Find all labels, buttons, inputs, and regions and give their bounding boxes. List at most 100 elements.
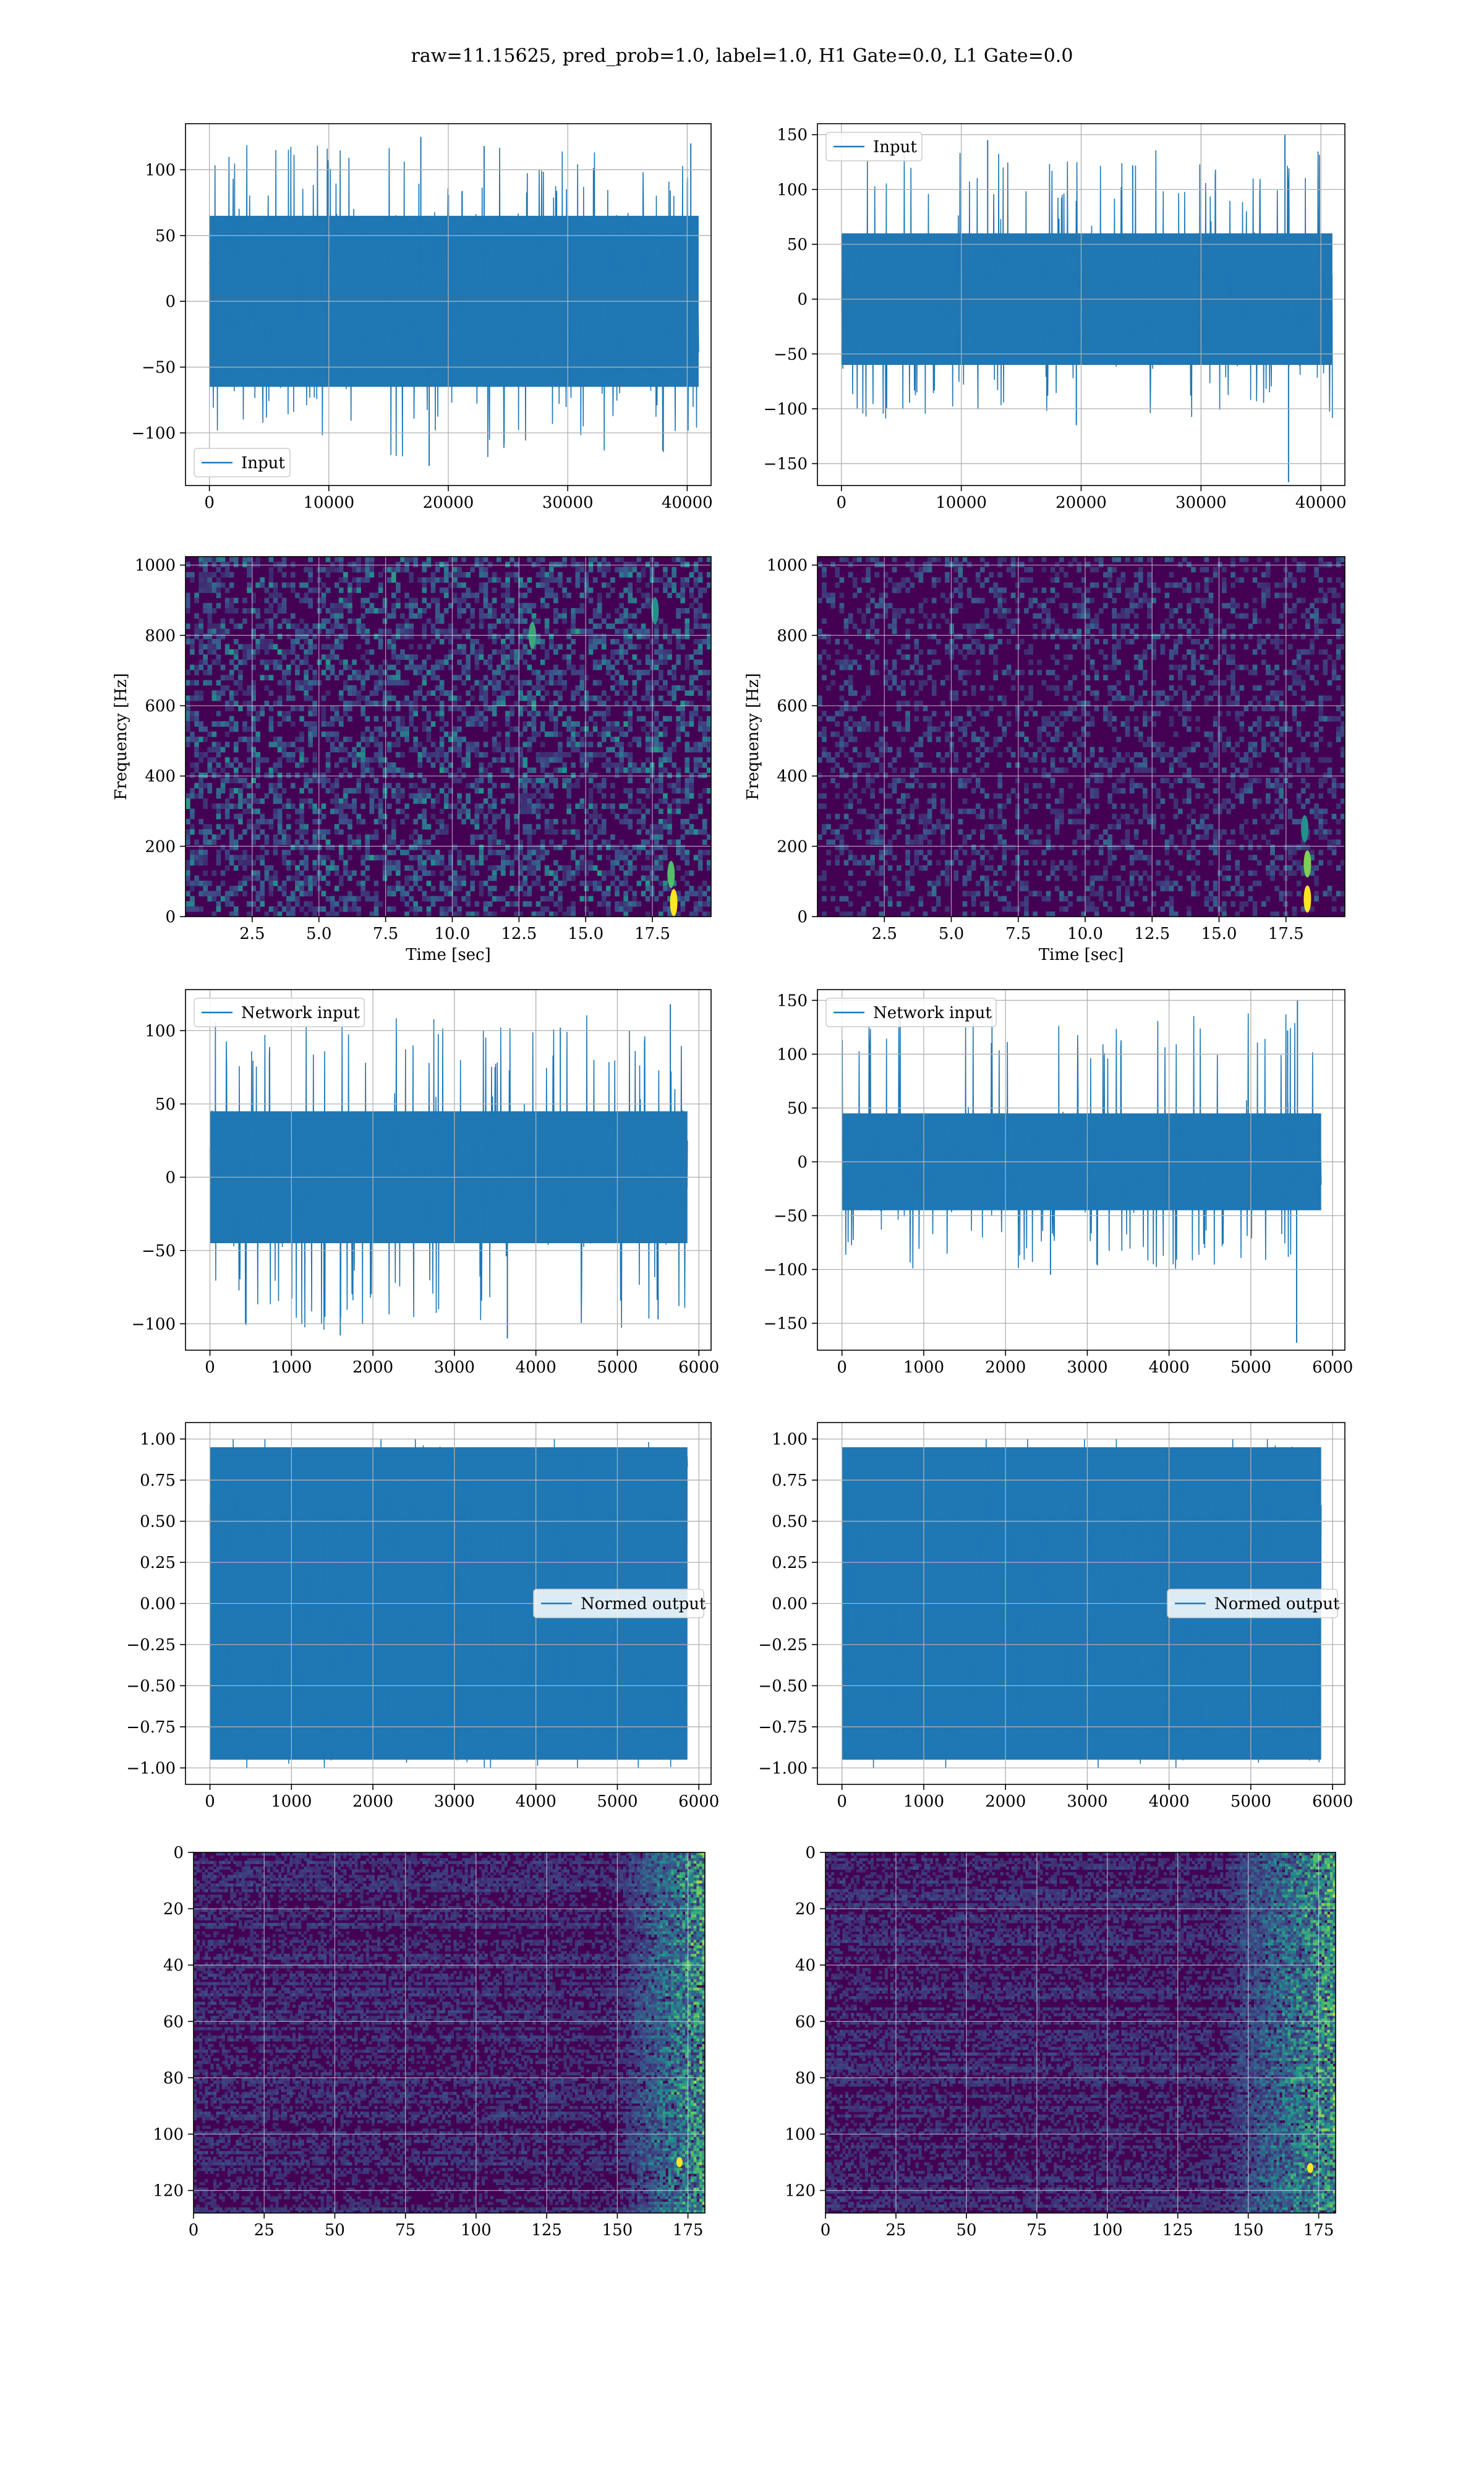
- l1-feature-map-ytick-label-4: 80: [795, 2069, 816, 2087]
- l1-network-input-xtick-label-3: 3000: [1067, 1358, 1107, 1377]
- l1-normed-output-xtick-label-6: 6000: [1312, 1792, 1353, 1811]
- l1-network-input-ytick-label-4: 50: [787, 1099, 808, 1118]
- h1-feature-map-ytick-label-6: 120: [153, 2182, 184, 2201]
- l1-feature-map-xtick-label-3: 75: [1026, 2221, 1047, 2240]
- l1-network-input-ytick-label-1: −100: [764, 1261, 808, 1279]
- l1-input-ytick-label-0: −150: [764, 455, 808, 474]
- h1-spectrogram-plot-area: [186, 557, 711, 917]
- h1-spectrogram-hot-spot-0: [670, 889, 678, 917]
- l1-input-xtick-label-1: 10000: [936, 494, 987, 512]
- h1-network-input-ytick-label-4: 100: [145, 1022, 176, 1040]
- h1-input-signal-line: [208, 145, 699, 458]
- l1-input-xtick-label-4: 40000: [1295, 494, 1347, 512]
- h1-normed-output-ytick-label-3: −0.25: [126, 1636, 176, 1654]
- h1-normed-output-ytick-label-5: 0.25: [140, 1554, 176, 1572]
- h1-input-legend: Input: [194, 448, 291, 477]
- h1-feature-map-xtick-label-7: 175: [673, 2221, 704, 2240]
- h1-normed-output-legend: Normed output: [533, 1588, 706, 1619]
- l1-input-ytick-label-4: 50: [787, 236, 808, 254]
- l1-feature-map-plot-area: [825, 1852, 1336, 2213]
- h1-input-xtick-label-4: 40000: [662, 494, 713, 512]
- l1-network-input-xtick-label-2: 2000: [985, 1358, 1026, 1377]
- l1-feature-map-ytick-label-0: 0: [805, 1844, 816, 1862]
- l1-spectrogram-ytick-label-1: 200: [777, 837, 808, 856]
- h1-feature-map-xtick-label-2: 50: [325, 2221, 345, 2240]
- l1-normed-output-ytick-label-4: 0.00: [772, 1595, 808, 1614]
- l1-feature-map-xtick-label-0: 0: [821, 2221, 831, 2240]
- l1-spectrogram-xtick-label-4: 12.5: [1134, 925, 1170, 943]
- l1-input-ytick-label-2: −50: [774, 345, 808, 364]
- h1-input-ytick-label-2: 0: [165, 293, 176, 311]
- l1-feature-map-xtick-label-6: 150: [1233, 2221, 1264, 2240]
- h1-feature-map-axes: 0 25 50 75 100 125 150 175 0 20 40 60 80 100 120: [153, 1844, 706, 2240]
- l1-input-ytick-label-3: 0: [797, 291, 808, 309]
- l1-input-xtick-label-0: 0: [836, 494, 846, 512]
- l1-network-input-frame: [817, 989, 1345, 1351]
- l1-network-input-ytick-label-3: 0: [797, 1153, 808, 1171]
- l1-normed-output-xtick-label-5: 5000: [1230, 1792, 1271, 1811]
- h1-input-xtick-label-0: 0: [204, 494, 215, 512]
- l1-input-signal-line: [841, 150, 1333, 419]
- h1-network-input-xtick-label-6: 6000: [678, 1358, 719, 1377]
- l1-spectrogram-ytick-label-5: 1000: [767, 557, 808, 575]
- l1-network-input-xtick-label-1: 1000: [903, 1358, 944, 1377]
- h1-spectrogram-xtick-label-0: 2.5: [239, 925, 265, 943]
- h1-feature-map-ytick-label-3: 60: [163, 2013, 184, 2031]
- l1-spectrogram-xlabel: Time [sec]: [1039, 946, 1124, 964]
- h1-spectrogram-xtick-label-1: 5.0: [306, 925, 331, 943]
- h1-input-axes: 0 10000 20000 30000 40000 −100 −50 0 50 100 Input: [132, 123, 713, 512]
- h1-spectrogram-ytick-label-0: 0: [165, 908, 176, 927]
- l1-spectrogram-ylabel: Frequency [Hz]: [744, 673, 762, 800]
- h1-normed-output-signal-line: [209, 1439, 688, 1768]
- h1-feature-map-ytick-label-4: 80: [163, 2069, 184, 2087]
- h1-feature-map-ytick-label-2: 40: [163, 1956, 184, 1975]
- h1-spectrogram-xtick-label-4: 12.5: [501, 925, 537, 943]
- l1-normed-output-ytick-label-5: 0.25: [772, 1554, 808, 1572]
- l1-spectrogram-hot-spot-0: [1303, 885, 1311, 913]
- l1-feature-map-xtick-label-2: 50: [956, 2221, 976, 2240]
- l1-spectrogram-xtick-label-3: 10.0: [1067, 925, 1103, 943]
- h1-normed-output-ytick-label-6: 0.50: [140, 1513, 176, 1531]
- h1-normed-output-xtick-label-2: 2000: [352, 1792, 393, 1811]
- h1-feature-map-ytick-label-0: 0: [173, 1844, 184, 1862]
- h1-normed-output-legend-box: [533, 1588, 704, 1619]
- h1-normed-output-ytick-label-2: −0.50: [126, 1677, 176, 1695]
- h1-input-xtick-label-1: 10000: [303, 494, 354, 512]
- l1-input-xtick-label-3: 30000: [1175, 494, 1227, 512]
- h1-normed-output-xtick-label-6: 6000: [678, 1792, 719, 1811]
- l1-normed-output-ytick-label-8: 1.00: [772, 1431, 808, 1449]
- l1-feature-map-xtick-label-1: 25: [885, 2221, 906, 2240]
- l1-network-input-legend: Network input: [825, 998, 997, 1027]
- l1-input-legend-label: Input: [873, 138, 917, 156]
- h1-spectrogram-xtick-label-2: 7.5: [373, 925, 398, 943]
- l1-spectrogram-hot-spot-1: [1303, 850, 1311, 878]
- l1-input-legend-box: [825, 132, 923, 161]
- h1-feature-map-plot-area: [194, 1852, 705, 2213]
- l1-spectrogram-ytick-label-0: 0: [797, 908, 808, 927]
- h1-normed-output-axes: 0 1000 2000 3000 4000 5000 6000 −1.00 −0.75 −0.50…: [126, 1422, 719, 1811]
- l1-feature-map-ytick-label-2: 40: [795, 1956, 816, 1975]
- l1-feature-map-xtick-label-4: 100: [1092, 2221, 1123, 2240]
- l1-spectrogram-ytick-label-3: 600: [777, 697, 808, 716]
- l1-normed-output-ytick-label-7: 0.75: [772, 1471, 808, 1490]
- l1-network-input-ytick-label-0: −150: [764, 1314, 808, 1333]
- h1-feature-map-ytick-label-1: 20: [163, 1900, 184, 1919]
- h1-spectrogram-ylabel: Frequency [Hz]: [112, 673, 130, 800]
- l1-normed-output-ytick-label-1: −0.75: [758, 1718, 808, 1737]
- h1-spectrogram-axes: 2.5 5.0 7.5 10.0 12.5 15.0 17.5 0 200 400 600 800 10…: [112, 556, 712, 964]
- l1-feature-map-hot-spot-0: [1307, 2163, 1313, 2173]
- l1-normed-output-axes: 0 1000 2000 3000 4000 5000 6000 −1.00 −0.75 −0.50…: [758, 1422, 1353, 1811]
- l1-normed-output-xtick-label-4: 4000: [1149, 1792, 1190, 1811]
- h1-input-xtick-label-3: 30000: [542, 494, 594, 512]
- l1-spectrogram-axes: 2.5 5.0 7.5 10.0 12.5 15.0 17.5 0 200 400 600 800 10…: [744, 556, 1345, 964]
- h1-normed-output-xtick-label-3: 3000: [434, 1792, 475, 1811]
- h1-input-ytick-label-0: −100: [132, 424, 176, 443]
- h1-spectrogram-xlabel: Time [sec]: [406, 946, 491, 964]
- l1-normed-output-ytick-label-0: −1.00: [758, 1759, 808, 1778]
- h1-spectrogram-ytick-label-4: 800: [145, 627, 176, 645]
- l1-normed-output-signal-line: [841, 1439, 1322, 1768]
- h1-feature-map-frame: [193, 1852, 706, 2214]
- h1-network-input-xtick-label-3: 3000: [434, 1358, 475, 1377]
- h1-spectrogram-ytick-label-2: 400: [145, 768, 176, 786]
